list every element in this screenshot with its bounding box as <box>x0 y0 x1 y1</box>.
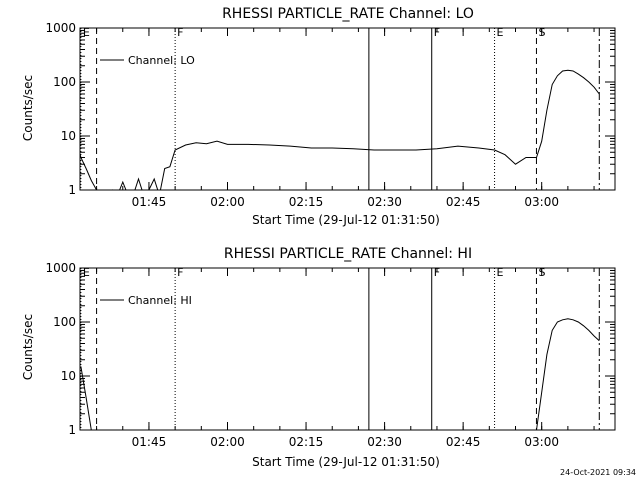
hi-event-marker-label: F <box>434 266 440 279</box>
hi-y-tick-label: 1000 <box>45 261 76 275</box>
lo-y-axis-label: Counts/sec <box>21 75 35 141</box>
hi-series-line <box>80 318 600 430</box>
hi-x-tick-label: 01:45 <box>132 435 167 449</box>
hi-event-marker-label: S <box>538 266 545 279</box>
hi-x-tick-label: 02:30 <box>367 435 402 449</box>
lo-y-tick-label: 1 <box>68 183 76 197</box>
lo-chart-title: RHESSI PARTICLE_RATE Channel: LO <box>222 6 474 22</box>
hi-y-tick-label: 100 <box>53 315 76 329</box>
lo-x-tick-label: 01:45 <box>132 195 167 209</box>
lo-y-tick-label: 10 <box>61 129 76 143</box>
hi-x-axis-label: Start Time (29-Jul-12 01:31:50) <box>252 455 440 469</box>
hi-x-tick-label: 02:45 <box>446 435 481 449</box>
hi-chart-title: RHESSI PARTICLE_RATE Channel: HI <box>224 246 472 262</box>
lo-legend-label: Channel: LO <box>128 54 195 67</box>
lo-x-axis-label: Start Time (29-Jul-12 01:31:50) <box>252 213 440 227</box>
hi-legend-label: Channel: HI <box>128 294 192 307</box>
lo-plot-frame <box>79 27 616 191</box>
lo-channel-chart: RHESSI PARTICLE_RATE Channel: LO Counts/… <box>21 6 616 227</box>
hi-x-tick-label: 03:00 <box>524 435 559 449</box>
hi-y-axis-label: Counts/sec <box>21 314 35 380</box>
lo-y-tick-label: 1000 <box>45 21 76 35</box>
hi-y-tick-label: 1 <box>68 423 76 437</box>
hi-x-tick-label: 02:00 <box>210 435 245 449</box>
lo-x-tick-label: 03:00 <box>524 195 559 209</box>
lo-x-tick-label: 02:45 <box>446 195 481 209</box>
lo-event-marker-label: E <box>497 26 504 39</box>
hi-y-tick-label: 10 <box>61 369 76 383</box>
hi-event-marker-label: F <box>177 266 183 279</box>
lo-event-marker-label: F <box>177 26 183 39</box>
lo-event-marker-label: S <box>538 26 545 39</box>
lo-x-tick-label: 02:00 <box>210 195 245 209</box>
hi-plot-frame <box>79 267 616 431</box>
lo-event-marker-label: F <box>434 26 440 39</box>
hi-x-tick-label: 02:15 <box>289 435 324 449</box>
lo-y-tick-label: 100 <box>53 75 76 89</box>
lo-series-line <box>80 69 600 190</box>
lo-x-tick-label: 02:15 <box>289 195 324 209</box>
generation-timestamp: 24-Oct-2021 09:34 <box>560 468 636 477</box>
hi-channel-chart: RHESSI PARTICLE_RATE Channel: HI Counts/… <box>21 246 616 469</box>
lo-x-tick-label: 02:30 <box>367 195 402 209</box>
hi-event-marker-label: E <box>497 266 504 279</box>
lo-event-marker-label: E <box>83 26 90 39</box>
hi-event-marker-label: E <box>83 266 90 279</box>
